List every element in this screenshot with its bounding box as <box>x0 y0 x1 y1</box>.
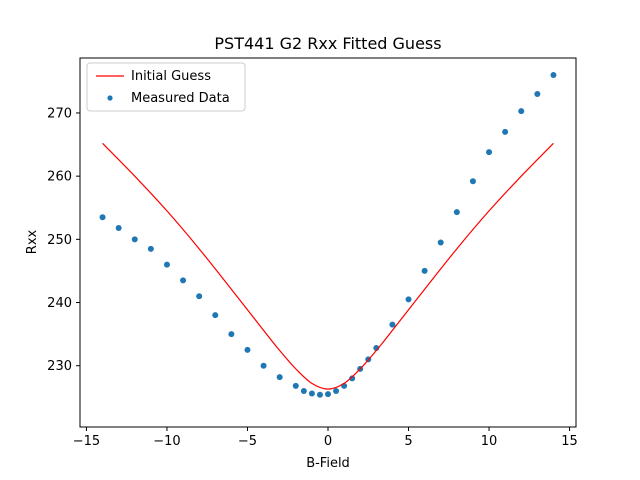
data-point <box>405 296 412 303</box>
data-point <box>300 387 307 394</box>
x-axis-label: B-Field <box>306 456 350 471</box>
x-tick-label: −10 <box>153 434 180 449</box>
data-point <box>550 72 557 79</box>
data-point <box>469 178 476 185</box>
data-point <box>518 108 525 115</box>
data-point <box>486 149 493 156</box>
x-tick-label: −15 <box>73 434 100 449</box>
x-tick-label: 15 <box>561 434 578 449</box>
data-point <box>99 214 106 221</box>
data-point <box>534 91 541 98</box>
data-point <box>502 128 509 135</box>
data-point <box>115 224 122 231</box>
data-point <box>333 387 340 394</box>
data-point <box>147 245 154 252</box>
legend: Initial Guess Measured Data <box>86 62 246 112</box>
y-tick-label: 240 <box>47 296 72 311</box>
legend-point-swatch <box>107 95 113 101</box>
data-point <box>292 382 299 389</box>
data-point <box>421 267 428 274</box>
data-point <box>349 375 356 382</box>
x-tick-label: 10 <box>481 434 498 449</box>
data-point <box>244 346 251 353</box>
data-point <box>276 374 283 381</box>
x-tick-label: 5 <box>404 434 412 449</box>
y-tick-label: 230 <box>47 359 72 374</box>
y-axis-ticks: 230 240 250 260 270 <box>47 106 80 374</box>
data-point <box>131 236 138 243</box>
plot-background <box>80 58 576 427</box>
data-point <box>316 391 323 398</box>
y-tick-label: 250 <box>47 233 72 248</box>
initial-guess-line <box>102 142 554 390</box>
data-point <box>453 209 460 216</box>
data-point <box>163 261 170 268</box>
data-point <box>325 391 331 398</box>
legend-label-measured-data: Measured Data <box>131 91 230 106</box>
x-tick-label: 0 <box>324 434 332 449</box>
y-axis-label: Rxx <box>25 229 40 254</box>
data-point <box>212 312 219 319</box>
data-point <box>180 277 187 284</box>
data-point <box>437 239 444 246</box>
scatter-layer <box>99 72 557 398</box>
data-point <box>389 321 396 328</box>
line-layer <box>102 142 554 390</box>
data-point <box>260 362 267 369</box>
y-tick-label: 260 <box>47 170 72 185</box>
chart-title: PST441 G2 Rxx Fitted Guess <box>214 34 441 53</box>
legend-label-initial-guess: Initial Guess <box>131 69 211 84</box>
y-tick-label: 270 <box>47 106 72 121</box>
legend-box <box>86 62 246 112</box>
data-point <box>196 293 203 300</box>
data-point <box>308 390 315 397</box>
data-point <box>228 331 235 338</box>
x-tick-label: −5 <box>238 434 257 449</box>
x-axis-ticks: −15 −10 −5 0 5 10 15 <box>73 427 578 449</box>
